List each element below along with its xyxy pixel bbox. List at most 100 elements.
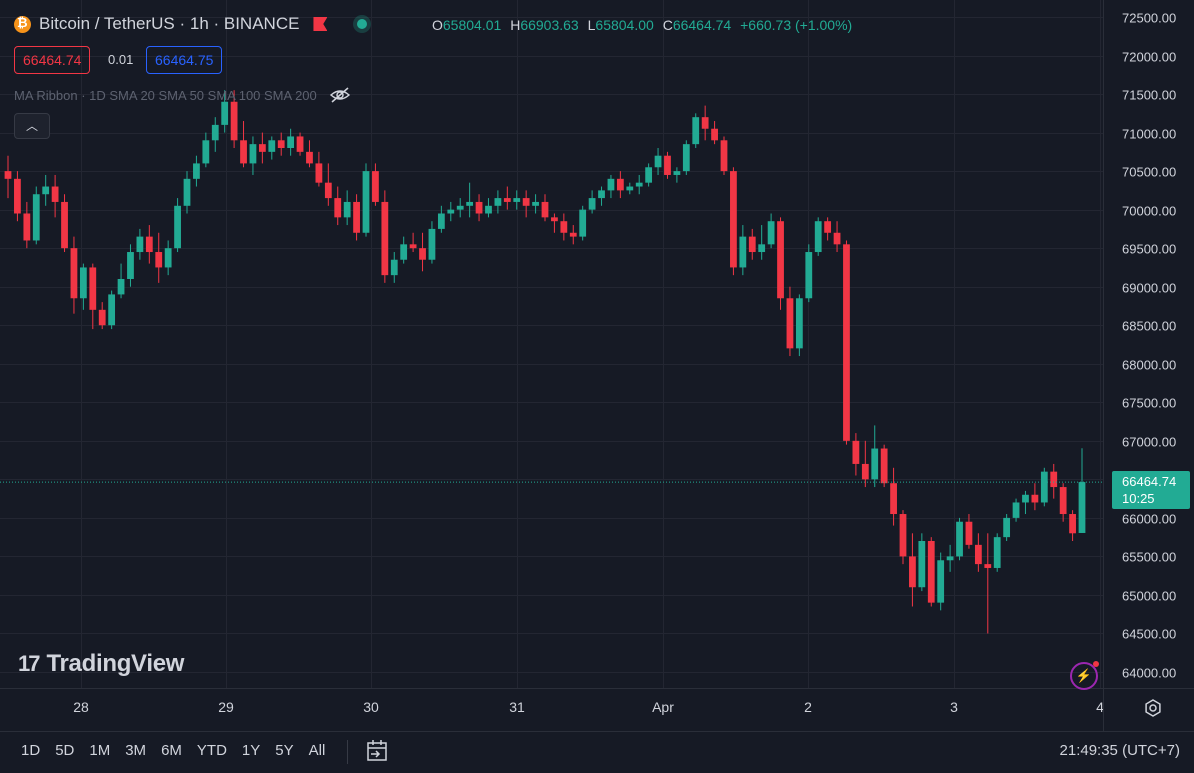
candle	[871, 425, 879, 488]
collapse-legend-button[interactable]: ︿	[14, 113, 50, 139]
bitcoin-icon	[14, 15, 31, 33]
y-tick-label: 66000.00	[1122, 512, 1176, 527]
candle	[503, 186, 511, 210]
x-tick-label: Apr	[652, 699, 674, 715]
candle	[541, 194, 549, 222]
candle	[767, 213, 775, 249]
candle	[513, 190, 521, 210]
candle	[918, 533, 926, 592]
candle	[400, 236, 408, 264]
candle	[372, 163, 379, 206]
market-open-icon	[357, 19, 368, 29]
y-tick-label: 65500.00	[1122, 550, 1176, 565]
candle	[164, 240, 172, 276]
candle	[221, 90, 229, 133]
settings-gear-icon[interactable]	[1144, 699, 1162, 717]
candle	[343, 190, 351, 226]
candle	[843, 240, 850, 445]
candle	[824, 217, 832, 241]
range-ytd[interactable]: YTD	[196, 742, 227, 759]
candle	[61, 194, 68, 253]
candle	[108, 290, 116, 330]
candle	[353, 194, 360, 241]
range-1m[interactable]: 1M	[89, 742, 111, 759]
y-tick-label: 67000.00	[1122, 435, 1176, 450]
candle	[89, 263, 97, 330]
bottom-toolbar: 1D 5D 1M 3M 6M YTD 1Y 5Y All 21:49:35 (U…	[0, 731, 1194, 773]
candle	[805, 244, 813, 303]
flag-icon[interactable]	[313, 17, 328, 31]
candle	[437, 205, 445, 233]
clock-timezone[interactable]: 21:49:35 (UTC+7)	[1059, 742, 1180, 759]
candle	[701, 105, 709, 141]
candle	[1069, 510, 1076, 541]
y-tick-label: 65000.00	[1122, 589, 1176, 604]
candle	[673, 167, 681, 183]
candle	[324, 163, 332, 206]
candle	[814, 217, 822, 256]
candle	[193, 155, 200, 187]
buy-button[interactable]: 66464.75	[146, 46, 223, 74]
y-tick-label: 68000.00	[1122, 358, 1176, 373]
ohlc-values: O65804.01 H66903.63 L65804.00 C66464.74 …	[432, 17, 853, 33]
range-1d[interactable]: 1D	[21, 742, 41, 759]
symbol-title[interactable]: Bitcoin / TetherUS · 1h · BINANCE	[39, 14, 300, 33]
candle	[306, 140, 313, 168]
candle	[1059, 483, 1067, 522]
go-to-date-icon[interactable]	[365, 740, 389, 762]
eye-off-icon[interactable]	[329, 87, 351, 103]
range-6m[interactable]: 6M	[161, 742, 182, 759]
candle	[183, 171, 191, 214]
candle	[494, 190, 502, 214]
candle	[616, 171, 624, 199]
candle	[682, 140, 690, 175]
candle	[211, 117, 219, 152]
chevron-up-icon: ︿	[25, 119, 38, 133]
candle	[899, 510, 907, 565]
toolbar-divider	[347, 740, 348, 764]
last-price-label: 66464.74 10:25	[1112, 471, 1190, 510]
candle	[1040, 467, 1048, 507]
candle	[720, 136, 728, 175]
candle	[4, 155, 12, 199]
candle	[202, 132, 210, 168]
candlestick-chart[interactable]: 72500.00 72000.00 71500.00 71000.00 70500.00…	[0, 0, 1194, 731]
x-tick-label: 31	[509, 699, 525, 715]
candle	[946, 544, 954, 572]
candle	[334, 186, 342, 226]
x-tick-label: 30	[363, 699, 379, 715]
candle	[268, 136, 276, 160]
sell-button[interactable]: 66464.74	[14, 46, 91, 74]
range-3m[interactable]: 3M	[125, 742, 147, 759]
y-tick-label: 69000.00	[1122, 281, 1176, 296]
candle	[258, 132, 266, 164]
candle	[1050, 463, 1058, 499]
candle	[569, 225, 577, 245]
tradingview-logo-icon: 17	[18, 651, 41, 676]
range-1y[interactable]: 1Y	[241, 742, 261, 759]
range-5d[interactable]: 5D	[55, 742, 75, 759]
candle	[475, 194, 483, 222]
candle	[560, 213, 568, 241]
candle	[249, 136, 257, 175]
y-tick-label: 69500.00	[1122, 242, 1176, 257]
range-all[interactable]: All	[308, 742, 326, 759]
candle	[14, 171, 21, 222]
candle	[277, 132, 285, 156]
candle	[598, 186, 605, 206]
candle	[739, 225, 747, 276]
lightning-icon[interactable]: ⚡	[1070, 661, 1099, 690]
candle	[1003, 514, 1011, 541]
candle	[909, 533, 916, 607]
tradingview-logo[interactable]: 17 TradingView	[18, 650, 184, 678]
indicator-legend[interactable]: MA Ribbon · 1D SMA 20 SMA 50 SMA 100 SMA…	[14, 87, 351, 103]
candle	[174, 198, 181, 253]
y-tick-label: 72000.00	[1122, 50, 1176, 65]
x-tick-label: 3	[950, 699, 958, 715]
candle	[51, 174, 59, 218]
y-tick-label: 71000.00	[1122, 127, 1176, 142]
range-5y[interactable]: 5Y	[275, 742, 294, 759]
candle	[927, 537, 935, 607]
candle	[362, 163, 370, 237]
brand-name: TradingView	[46, 650, 185, 677]
